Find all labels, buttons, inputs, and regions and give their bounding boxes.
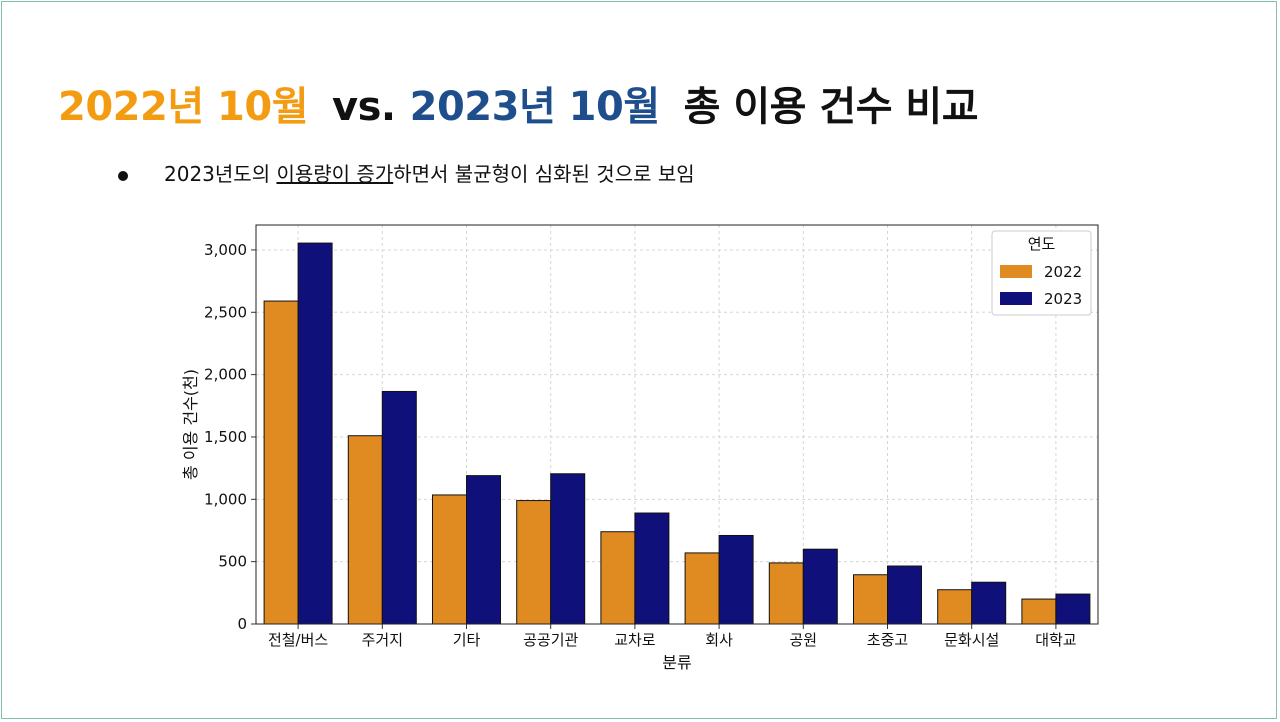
- bar-2022: [937, 589, 973, 625]
- slide-title: 2022년 10월 vs. 2023년 10월 총 이용 건수 비교: [58, 74, 979, 132]
- x-tick-label: 교차로: [614, 631, 656, 649]
- bar-2023: [887, 565, 922, 625]
- bar-2023: [550, 473, 586, 625]
- y-tick-label: 2,000: [204, 366, 247, 384]
- legend-swatch-2023: [1000, 292, 1032, 305]
- legend-swatch-2022: [1000, 265, 1032, 278]
- x-tick-label: 대학교: [1035, 631, 1076, 649]
- bar-2023: [297, 242, 333, 625]
- legend-title: 연도: [1028, 235, 1056, 253]
- y-tick-label: 1,500: [204, 428, 247, 446]
- x-tick-label: 초중고: [867, 631, 908, 649]
- bar-2023: [971, 581, 1007, 625]
- x-tick-label: 전철/버스: [268, 631, 328, 649]
- bar-2023: [466, 475, 501, 625]
- title-2023: 2023년 10월: [409, 84, 661, 130]
- bullet-point: 2023년도의 이용량이 증가하면서 불균형이 심화된 것으로 보임: [118, 158, 695, 187]
- bar-2023: [381, 390, 417, 625]
- bar-2023: [1055, 593, 1091, 625]
- y-axis-label: 총 이용 건수(천): [181, 369, 200, 480]
- y-tick-label: 1,000: [204, 490, 247, 508]
- title-rest: 총 이용 건수 비교: [683, 84, 979, 130]
- x-tick-label: 공공기관: [523, 631, 578, 649]
- x-tick-label: 회사: [705, 631, 733, 649]
- bar-2023: [718, 534, 754, 625]
- x-axis-label: 분류: [662, 653, 691, 672]
- bar-2022: [347, 435, 383, 625]
- bar-2022: [600, 531, 636, 625]
- bar-2023: [634, 512, 670, 625]
- title-vs: vs.: [332, 84, 396, 130]
- bullet-text-pre: 2023년도의: [164, 162, 277, 186]
- bar-2022: [1021, 598, 1057, 625]
- bar-2022: [432, 494, 467, 625]
- bar-2022: [516, 500, 552, 625]
- bullet-text-underlined: 이용량이 증가: [276, 162, 394, 186]
- bar-2022: [263, 300, 299, 625]
- legend-label-2023: 2023: [1044, 290, 1082, 308]
- bar-2023: [802, 548, 838, 625]
- legend-label-2022: 2022: [1044, 263, 1082, 281]
- y-tick-label: 3,000: [204, 241, 247, 259]
- plot-frame: [255, 224, 1099, 625]
- y-tick-label: 2,500: [204, 303, 247, 321]
- bullet-text-post: 하면서 불균형이 심화된 것으로 보임: [393, 162, 695, 186]
- x-tick-label: 주거지: [362, 631, 403, 649]
- bar-2022: [853, 574, 888, 625]
- x-tick-label: 문화시설: [944, 631, 999, 649]
- y-tick-label: 0: [237, 615, 247, 633]
- bar-2022: [684, 552, 720, 625]
- bullet-dot-icon: [118, 170, 128, 181]
- title-2022: 2022년 10월: [58, 84, 309, 130]
- x-tick-label: 기타: [453, 631, 481, 649]
- x-tick-label: 공원: [789, 631, 817, 649]
- y-tick-label: 500: [218, 553, 247, 571]
- bar-2022: [768, 562, 804, 625]
